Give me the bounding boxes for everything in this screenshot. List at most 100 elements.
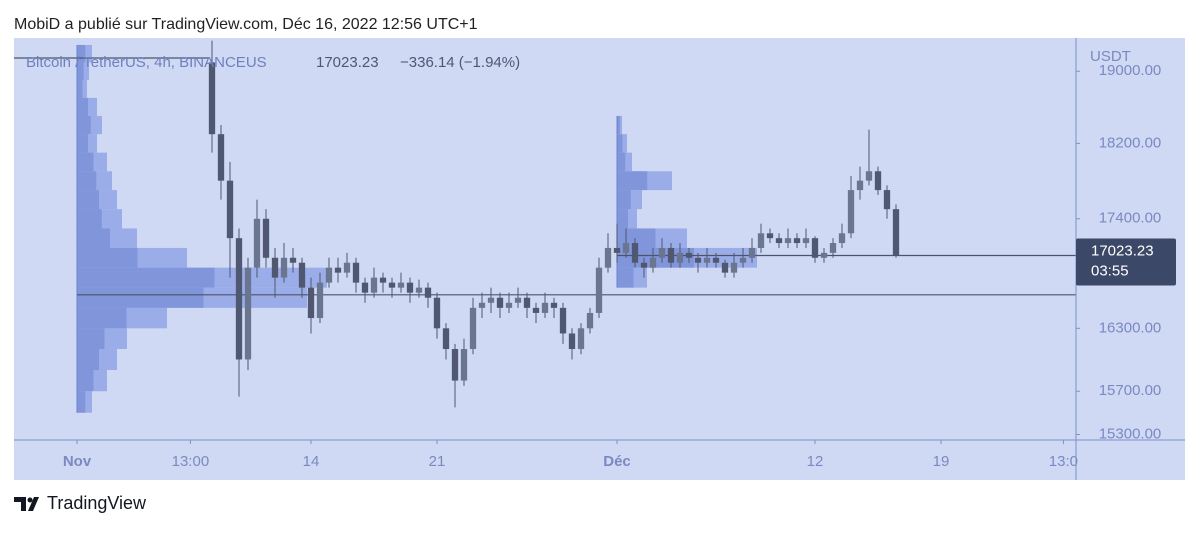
volume-profile-core	[77, 115, 91, 135]
candle-body	[847, 190, 855, 234]
volume-profile-core	[77, 247, 138, 268]
x-tick-label: 14	[303, 453, 320, 470]
volume-profile-core	[77, 369, 94, 392]
candle-body	[361, 282, 369, 293]
candle-body	[370, 277, 378, 293]
price-tag-countdown: 03:55	[1091, 262, 1129, 279]
candle-body	[874, 171, 882, 191]
candle-body	[406, 282, 414, 293]
volume-profile-core	[617, 134, 623, 153]
footer-logo	[14, 497, 39, 511]
x-tick-label: 21	[429, 453, 446, 470]
y-tick-label: 16300.00	[1099, 319, 1162, 336]
legend-price: 17023.23	[316, 54, 379, 71]
volume-profile-core	[77, 267, 215, 288]
candle-body	[784, 238, 792, 244]
candle-body	[829, 243, 837, 253]
candle-body	[541, 302, 549, 313]
candle-body	[694, 257, 702, 263]
y-tick-label: 17400.00	[1099, 210, 1162, 227]
candle-body	[280, 257, 288, 278]
candle-body	[289, 257, 297, 263]
candle-body	[730, 262, 738, 273]
x-tick-label: Déc	[603, 453, 631, 470]
candle-body	[442, 328, 450, 350]
candle-body	[667, 247, 675, 263]
candle-body	[469, 307, 477, 350]
volume-profile-core	[617, 115, 620, 135]
candle-body	[307, 287, 315, 319]
price-tag-value: 17023.23	[1091, 242, 1154, 259]
volume-profile-core	[617, 190, 631, 210]
candle-body	[685, 252, 693, 258]
candle-body	[640, 262, 648, 268]
plot-area	[14, 40, 1076, 413]
x-tick-label: 12	[807, 453, 824, 470]
candle-body	[496, 297, 504, 308]
volume-profile-core	[77, 228, 110, 248]
candle-body	[793, 238, 801, 244]
candle-body	[505, 302, 513, 308]
volume-profile-core	[77, 80, 83, 98]
header: MobiD a publié sur TradingView.com, Déc …	[14, 16, 478, 33]
volume-profile-core	[77, 62, 84, 81]
candle-body	[559, 307, 567, 334]
y-tick-label: 18200.00	[1099, 134, 1162, 151]
candle-body	[523, 297, 531, 308]
candle-body	[892, 209, 900, 256]
volume-profile-core	[617, 171, 648, 191]
candle-body	[478, 302, 486, 308]
candle-body	[883, 190, 891, 210]
candle-body	[739, 257, 747, 263]
volume-profile-core	[77, 171, 97, 191]
candle-body	[550, 302, 558, 308]
candle-body	[352, 262, 360, 283]
volume-profile-core	[77, 287, 204, 308]
candle-body	[298, 262, 306, 288]
candle-body	[757, 233, 765, 248]
candle-body	[802, 238, 810, 244]
candle-body	[325, 267, 333, 283]
candle-body	[433, 297, 441, 329]
symbol: Bitcoin / TetherUS, 4h, BINANCEUS	[26, 54, 267, 71]
candle-body	[316, 282, 324, 319]
candle-body	[676, 252, 684, 263]
y-tick-label: 15700.00	[1099, 382, 1162, 399]
candle-body	[748, 247, 756, 258]
candle-body	[343, 262, 351, 273]
volume-profile-core	[77, 328, 105, 350]
candle-body	[577, 328, 585, 350]
volume-profile-core	[77, 152, 94, 172]
x-tick-label: Nov	[63, 453, 92, 470]
candle-body	[226, 180, 234, 239]
footer-brand: TradingView	[47, 493, 147, 513]
candle-body	[217, 134, 225, 181]
candle-body	[397, 282, 405, 288]
candle-body	[775, 238, 783, 244]
candle-body	[622, 243, 630, 253]
candle-body	[253, 218, 261, 268]
x-tick-label: 13:0	[1049, 453, 1078, 470]
candle-body	[658, 247, 666, 258]
candle-body	[586, 312, 594, 329]
candle-body	[334, 267, 342, 273]
candle-body	[712, 257, 720, 263]
volume-profile-core	[77, 190, 99, 210]
volume-profile-core	[77, 44, 86, 63]
candle-body	[271, 257, 279, 278]
currency: USDT	[1090, 48, 1131, 65]
candle-body	[766, 233, 774, 239]
candle-body	[514, 297, 522, 303]
x-tick-label: 13:00	[172, 453, 210, 470]
candle-body	[820, 252, 828, 258]
legend-change: −336.14 (−1.94%)	[400, 54, 520, 71]
candle-body	[838, 233, 846, 244]
candle-body	[532, 307, 540, 313]
candle-body	[649, 257, 657, 268]
candle-body	[235, 238, 243, 360]
candle-body	[703, 257, 711, 263]
volume-profile-core	[77, 97, 88, 116]
volume-profile-core	[617, 152, 626, 172]
